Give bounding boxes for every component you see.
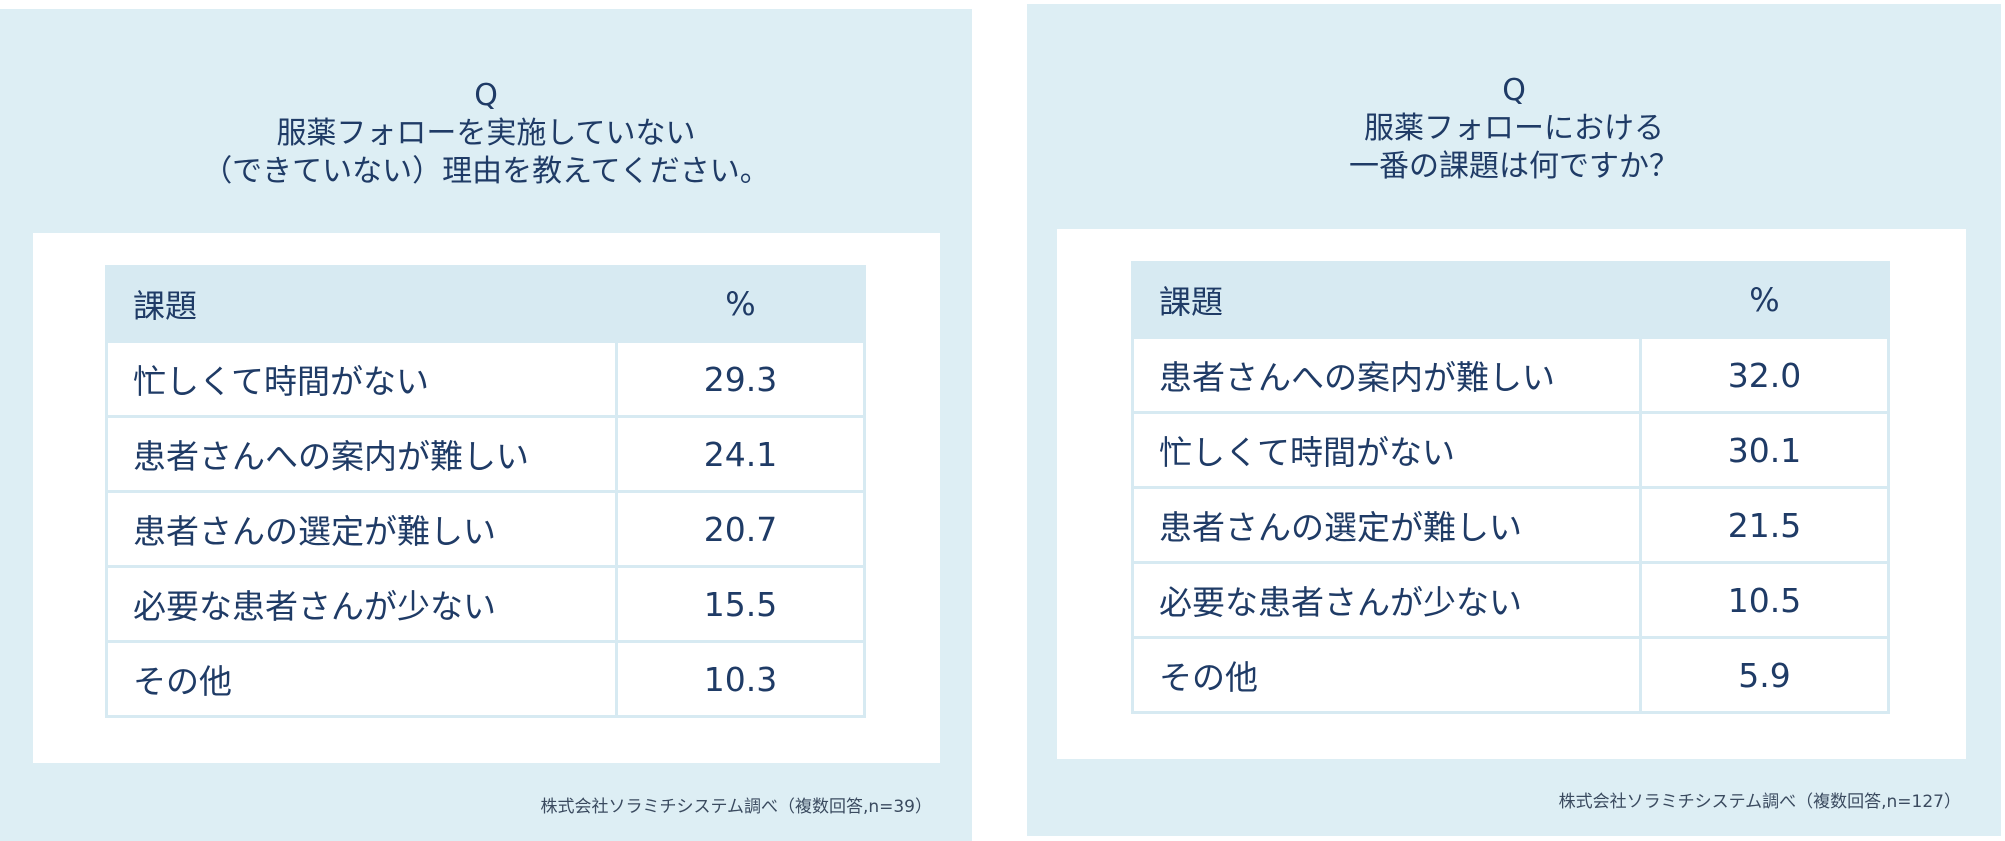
row-issue: 忙しくて時間がない	[105, 340, 618, 418]
table-row: 患者さんの選定が難しい 21.5	[1131, 486, 1890, 564]
results-table: 課題 % 忙しくて時間がない 29.3 患者さんへの案内が難しい 24.1 患者…	[105, 265, 866, 718]
left-survey-panel: Q 服薬フォローを実施していない （できていない）理由を教えてください。 課題 …	[0, 9, 972, 841]
row-issue: その他	[105, 640, 618, 718]
table-header-row: 課題 %	[1131, 261, 1890, 339]
question-q-label: Q	[474, 78, 498, 113]
table-row: 必要な患者さんが少ない 10.5	[1131, 561, 1890, 639]
right-survey-panel: Q 服薬フォローにおける 一番の課題は何ですか？ 課題 % 患者さんへの案内が難…	[1027, 4, 2001, 836]
header-issue: 課題	[1131, 261, 1642, 339]
question-line-1: 服薬フォローにおける	[1364, 111, 1664, 146]
row-issue: 患者さんへの案内が難しい	[105, 415, 618, 493]
row-percent: 20.7	[615, 490, 866, 568]
row-percent: 24.1	[615, 415, 866, 493]
row-issue: 患者さんの選定が難しい	[105, 490, 618, 568]
row-issue: その他	[1131, 636, 1642, 714]
row-percent: 21.5	[1639, 486, 1890, 564]
table-row: 忙しくて時間がない 30.1	[1131, 411, 1890, 489]
header-percent: %	[615, 265, 866, 343]
question-line-2: 一番の課題は何ですか？	[1349, 149, 1679, 184]
question-title: Q 服薬フォローを実施していない （できていない）理由を教えてください。	[0, 77, 972, 191]
question-line-2: （できていない）理由を教えてください。	[202, 154, 770, 189]
header-issue: 課題	[105, 265, 618, 343]
table-row: その他 10.3	[105, 640, 866, 718]
table-row: 患者さんの選定が難しい 20.7	[105, 490, 866, 568]
row-issue: 必要な患者さんが少ない	[1131, 561, 1642, 639]
row-percent: 29.3	[615, 340, 866, 418]
question-line-1: 服薬フォローを実施していない	[276, 116, 696, 151]
row-issue: 必要な患者さんが少ない	[105, 565, 618, 643]
results-card: 課題 % 忙しくて時間がない 29.3 患者さんへの案内が難しい 24.1 患者…	[33, 233, 940, 763]
table-row: 患者さんへの案内が難しい 24.1	[105, 415, 866, 493]
row-issue: 患者さんへの案内が難しい	[1131, 336, 1642, 414]
row-percent: 32.0	[1639, 336, 1890, 414]
row-percent: 30.1	[1639, 411, 1890, 489]
header-percent: %	[1639, 261, 1890, 339]
table-row: その他 5.9	[1131, 636, 1890, 714]
row-issue: 患者さんの選定が難しい	[1131, 486, 1642, 564]
row-percent: 15.5	[615, 565, 866, 643]
row-percent: 10.3	[615, 640, 866, 718]
row-percent: 5.9	[1639, 636, 1890, 714]
row-issue: 忙しくて時間がない	[1131, 411, 1642, 489]
question-q-label: Q	[1502, 73, 1526, 108]
results-table: 課題 % 患者さんへの案内が難しい 32.0 忙しくて時間がない 30.1 患者…	[1131, 261, 1890, 714]
table-header-row: 課題 %	[105, 265, 866, 343]
source-note: 株式会社ソラミチシステム調べ（複数回答,n=127）	[1558, 792, 1961, 812]
table-row: 忙しくて時間がない 29.3	[105, 340, 866, 418]
row-percent: 10.5	[1639, 561, 1890, 639]
table-row: 必要な患者さんが少ない 15.5	[105, 565, 866, 643]
table-row: 患者さんへの案内が難しい 32.0	[1131, 336, 1890, 414]
question-title: Q 服薬フォローにおける 一番の課題は何ですか？	[1027, 72, 2001, 186]
source-note: 株式会社ソラミチシステム調べ（複数回答,n=39）	[540, 797, 932, 817]
results-card: 課題 % 患者さんへの案内が難しい 32.0 忙しくて時間がない 30.1 患者…	[1057, 229, 1966, 759]
